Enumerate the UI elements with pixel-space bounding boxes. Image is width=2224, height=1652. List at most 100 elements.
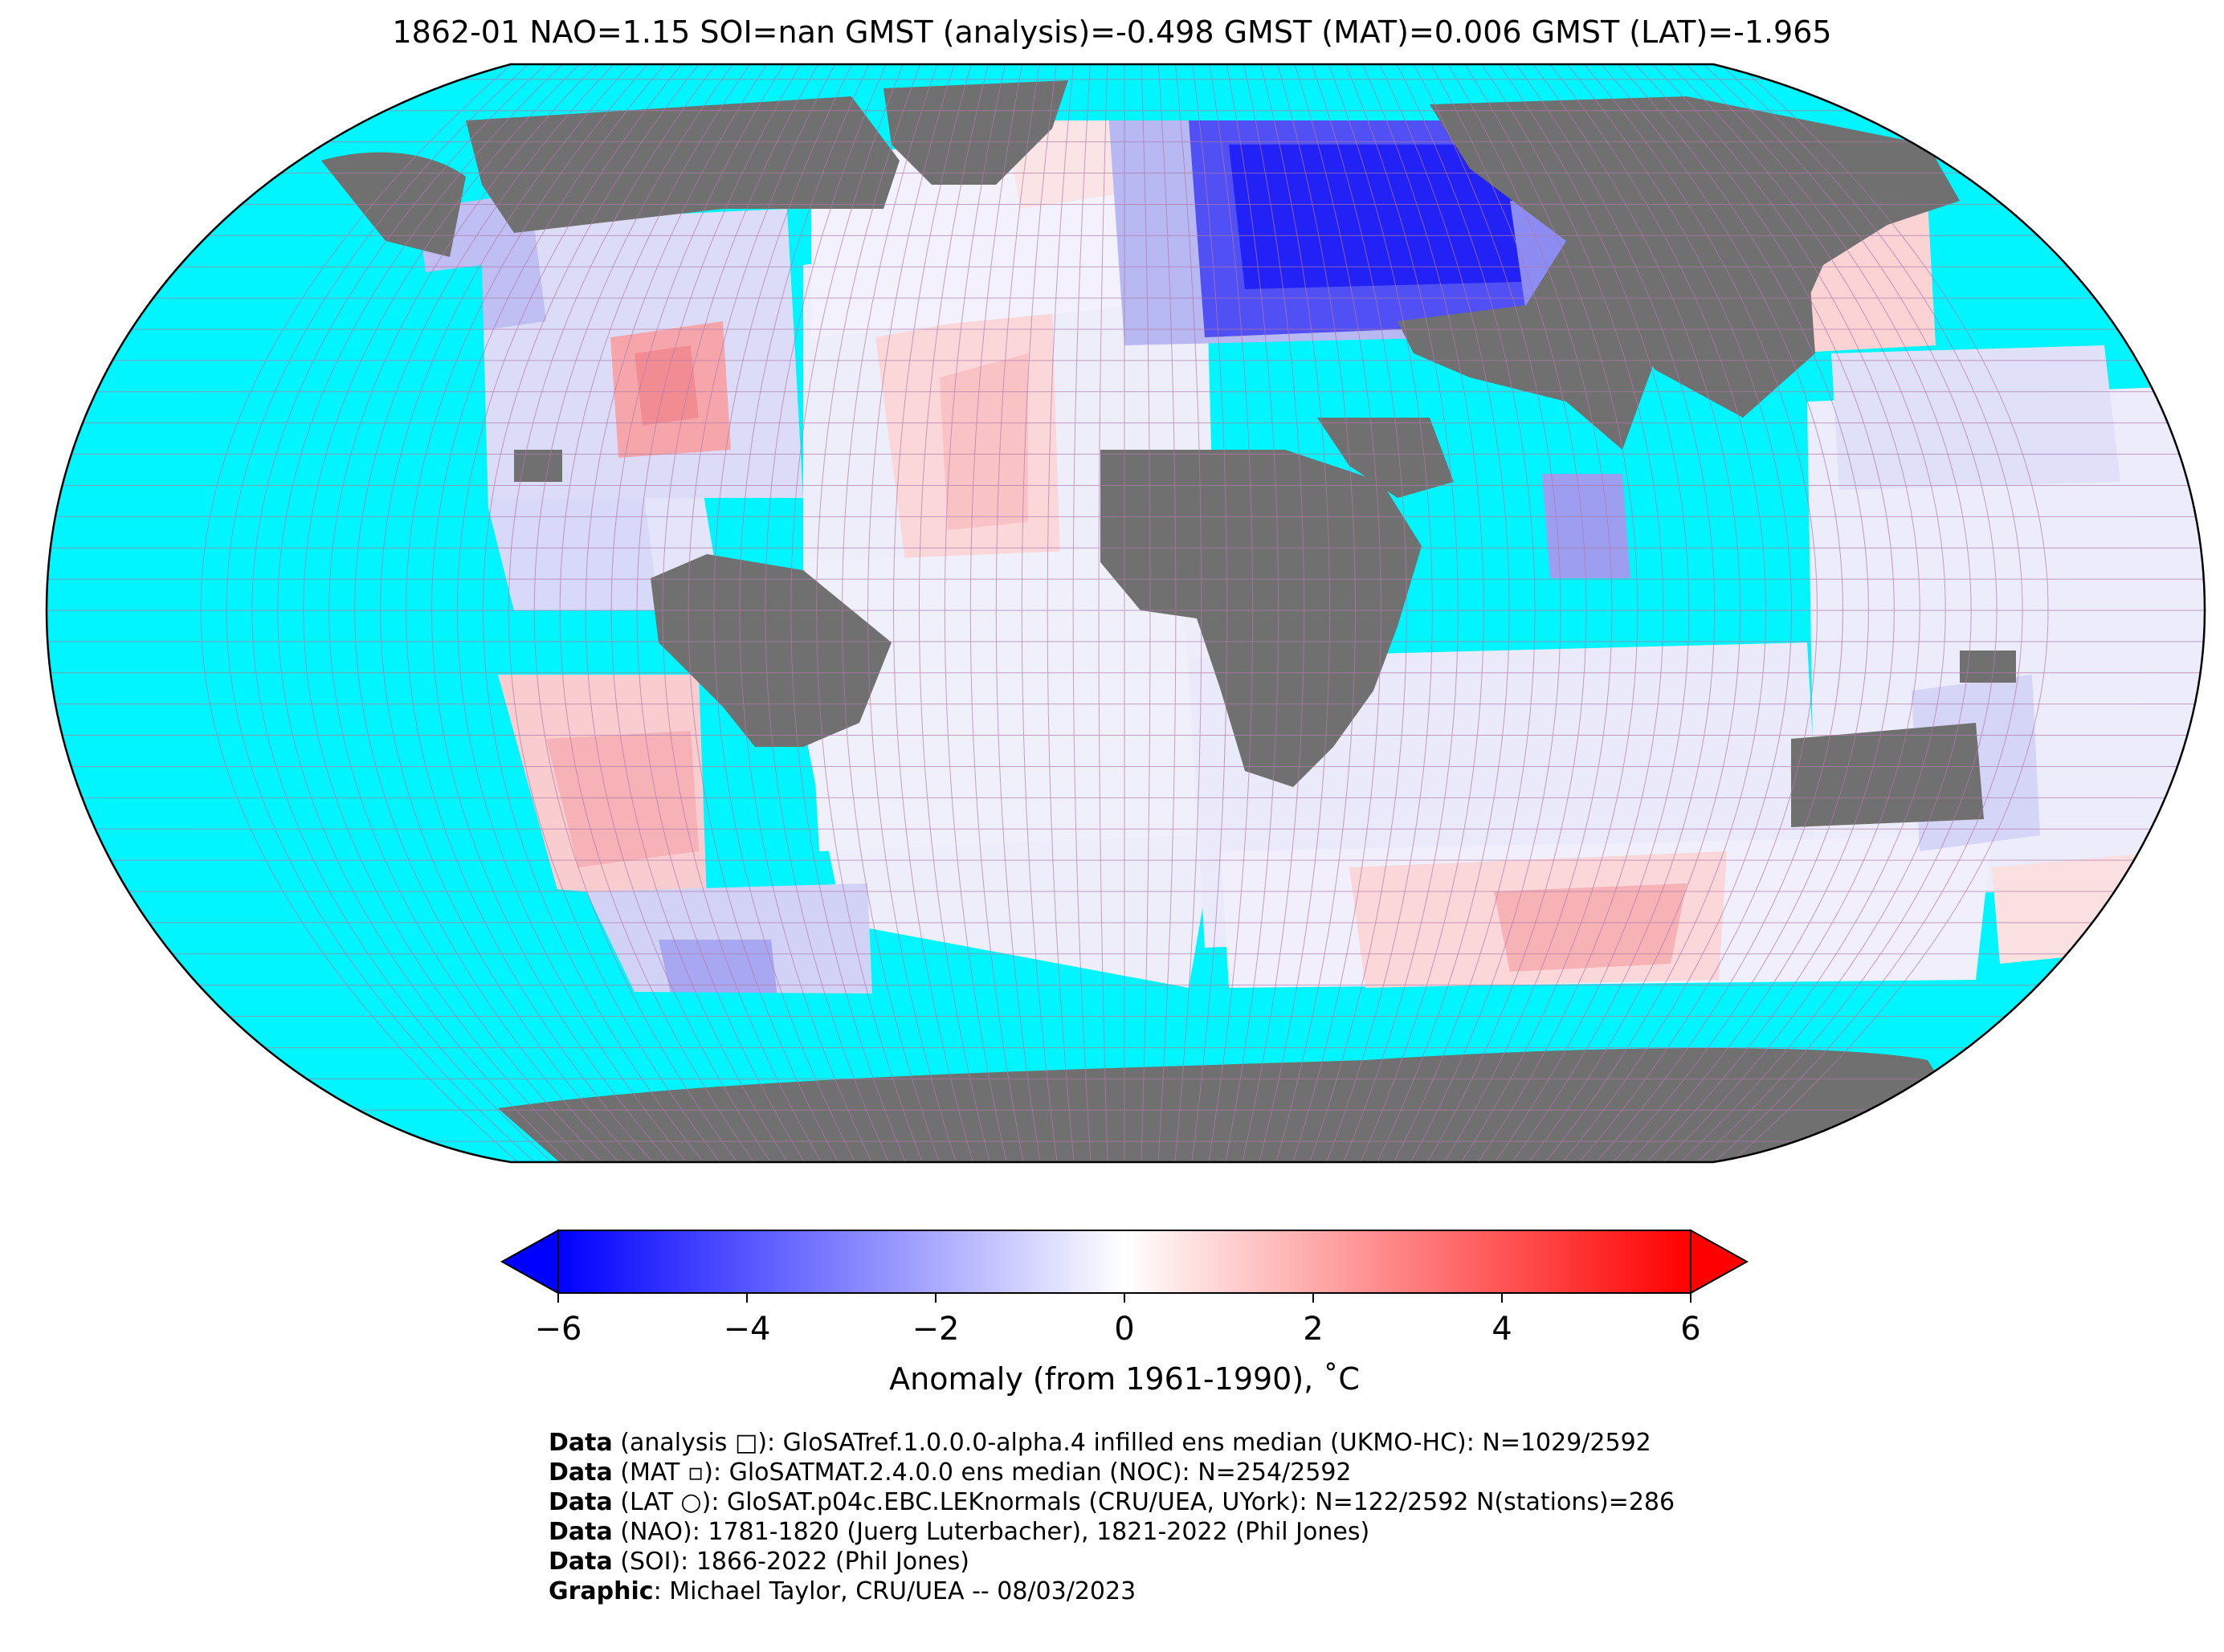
meridian-gridline — [1305, 64, 1407, 1162]
land-new-guinea — [1960, 651, 2016, 683]
meridian-gridline — [328, 64, 614, 1162]
meridian-gridline — [842, 64, 944, 1162]
meridian-gridline — [610, 64, 795, 1162]
colorbar: −6 −4 −2 0 2 4 6 Anomaly (from 1961-1990), ˚C — [500, 1229, 1749, 1397]
meridian-gridline — [790, 64, 911, 1162]
meridian-gridline — [867, 64, 960, 1162]
meridian-gridline — [995, 64, 1043, 1162]
credit-row: Data (NAO): 1781-1820 (Juerg Luterbacher… — [549, 1517, 1675, 1547]
meridian-gridline — [1520, 64, 1741, 1162]
meridian-gridline — [1206, 64, 1254, 1162]
meridian-gridline — [380, 64, 647, 1162]
meridian-gridline — [1047, 64, 1075, 1162]
meridian-gridline — [1173, 64, 1202, 1162]
meridian-gridline — [1072, 64, 1092, 1162]
anomaly-se-us-warm-core — [635, 345, 699, 426]
anomaly-tropical-atlantic — [803, 546, 1197, 851]
meridian-gridline — [1239, 64, 1305, 1162]
credit-text: (LAT ○): GloSAT.p04c.EBC.LEKnormals (CRU… — [612, 1488, 1675, 1516]
colorbar-tick-label: −6 — [535, 1311, 582, 1348]
meridian-gridline — [354, 64, 630, 1162]
meridian-gridline — [1619, 64, 1895, 1162]
meridian-gridline — [1586, 64, 1843, 1162]
meridian-gridline — [816, 64, 927, 1162]
anomaly-w-pacific-north — [1831, 345, 2120, 490]
meridian-gridline — [944, 64, 1010, 1162]
credit-label: Graphic — [549, 1577, 654, 1605]
meridian-gridline — [1471, 64, 1664, 1162]
credit-label: Data — [549, 1548, 613, 1576]
colorbar-tick-label: 0 — [1114, 1311, 1134, 1348]
colorbar-tick-label: −4 — [724, 1311, 771, 1348]
credit-row: Data (analysis □): GloSATref.1.0.0.0-alp… — [549, 1428, 1675, 1458]
meridian-gridline — [713, 64, 861, 1162]
land-australia — [1791, 723, 1984, 827]
land-antarctica — [498, 1048, 1968, 1162]
map-title: 1862-01 NAO=1.15 SOI=nan GMST (analysis)… — [392, 14, 1832, 50]
credit-text: : Michael Taylor, CRU/UEA -- 08/03/2023 — [653, 1577, 1136, 1605]
meridian-gridline — [1098, 64, 1108, 1162]
colorbar-tick-label: 4 — [1492, 1311, 1512, 1348]
meridian-gridline — [688, 64, 844, 1162]
meridian-gridline — [226, 64, 547, 1162]
meridian-gridline — [1355, 64, 1484, 1162]
world-map — [45, 63, 2206, 1164]
colorbar-extend-max — [1690, 1229, 1749, 1295]
credit-text: (SOI): 1866-2022 (Phil Jones) — [612, 1548, 969, 1576]
meridian-gridline — [1421, 64, 1587, 1162]
meridian-gridline — [277, 64, 581, 1162]
credit-text: (MAT ▫): GloSATMAT.2.4.0.0 ens median (N… — [612, 1458, 1352, 1487]
land-greenland — [883, 80, 1068, 185]
credit-label: Data — [549, 1458, 613, 1487]
meridian-gridline — [1190, 64, 1228, 1162]
meridian-gridline — [1652, 64, 1946, 1162]
meridian-gridline — [1454, 64, 1638, 1162]
credit-label: Data — [549, 1518, 613, 1546]
meridian-gridline — [636, 64, 811, 1162]
meridian-gridline — [1222, 64, 1279, 1162]
meridian-gridline — [969, 64, 1026, 1162]
meridian-gridline — [1487, 64, 1690, 1162]
meridian-gridline — [483, 64, 712, 1162]
land-south-america — [651, 554, 892, 747]
meridian-gridline — [1536, 64, 1766, 1162]
no-data-east-pacific-lower — [482, 883, 675, 1092]
meridian-gridline — [1141, 64, 1151, 1162]
meridian-gridline — [1405, 64, 1561, 1162]
credit-label: Data — [549, 1488, 613, 1516]
meridian-gridline — [765, 64, 894, 1162]
anomaly-field — [418, 96, 2205, 1076]
meridian-gridline — [1569, 64, 1818, 1162]
no-data-land — [321, 80, 2016, 1162]
credit-row: Graphic: Michael Taylor, CRU/UEA -- 08/0… — [549, 1577, 1675, 1606]
meridian-gridline — [1504, 64, 1716, 1162]
meridian-gridline — [1602, 64, 1869, 1162]
meridian-gridline — [1668, 64, 1972, 1162]
meridian-gridline — [1702, 64, 2023, 1162]
meridian-gridline — [1635, 64, 1920, 1162]
meridian-gridline — [918, 64, 994, 1162]
meridian-gridline — [1021, 64, 1059, 1162]
no-data-pacific — [47, 265, 498, 964]
meridian-gridline — [1338, 64, 1459, 1162]
meridian-gridline — [1685, 64, 1998, 1162]
meridian-gridline — [1255, 64, 1331, 1162]
meridian-gridline — [251, 64, 564, 1162]
meridian-gridline — [662, 64, 828, 1162]
map-body — [47, 64, 2205, 1162]
meridian-gridline — [1553, 64, 1793, 1162]
anomaly-north-atlantic-warm2 — [940, 353, 1028, 530]
meridian-gridline — [559, 64, 762, 1162]
anomaly-se-pacific-core — [546, 731, 699, 867]
meridian-gridline — [1388, 64, 1536, 1162]
meridian-gridline — [508, 64, 729, 1162]
globe-outline — [45, 63, 2206, 1164]
anomaly-central-america — [482, 482, 659, 610]
meridian-gridline — [431, 64, 679, 1162]
colorbar-tick-label: 6 — [1680, 1311, 1700, 1348]
grid-lines — [47, 64, 2205, 1162]
meridian-gridline — [585, 64, 778, 1162]
meridian-gridline — [1438, 64, 1613, 1162]
meridian-gridline — [1289, 64, 1381, 1162]
meridian-gridline — [1322, 64, 1433, 1162]
